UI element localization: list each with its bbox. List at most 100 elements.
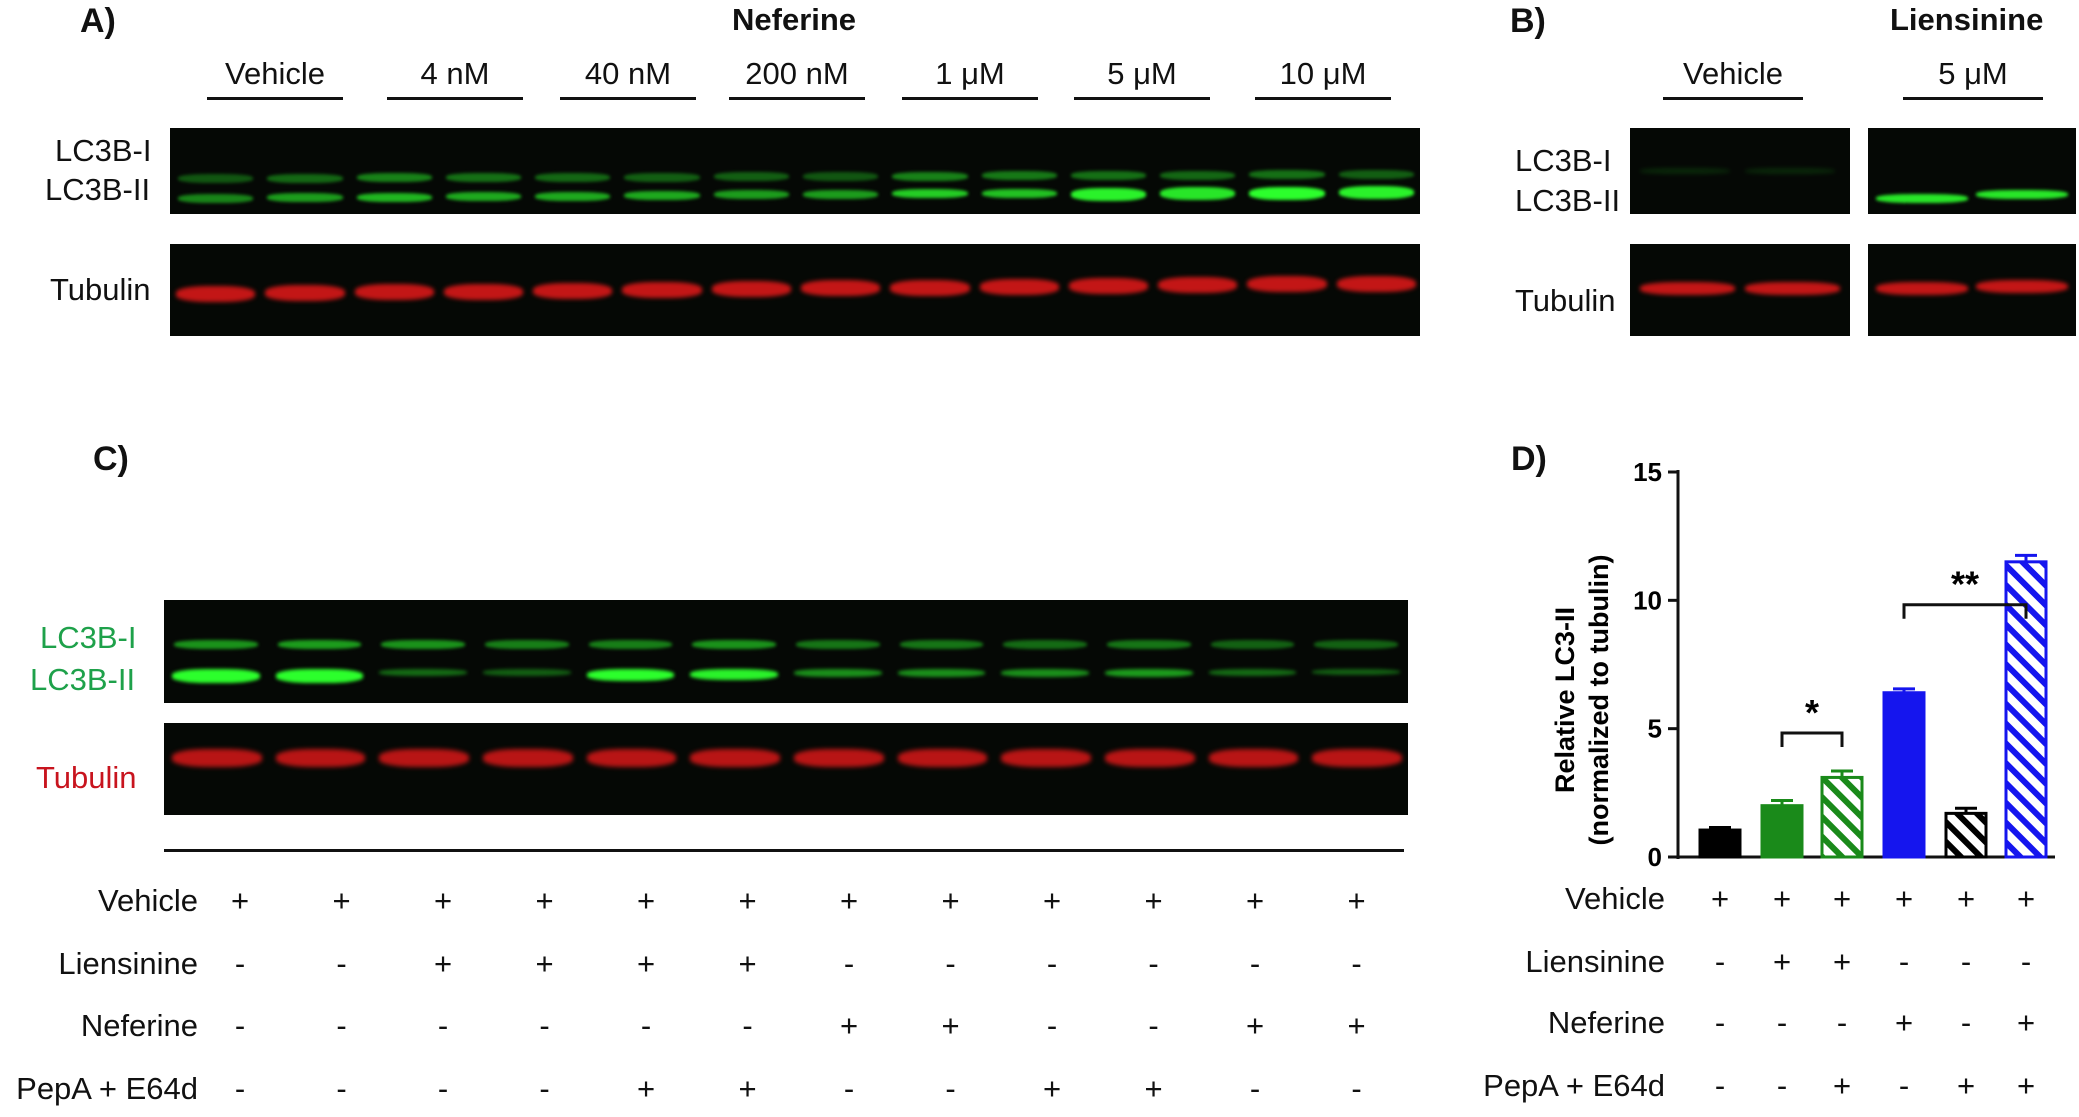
blot-band [794, 749, 884, 767]
significance-label: ** [1951, 564, 1979, 605]
blot-band [713, 190, 789, 200]
minus-sign: - [336, 1008, 347, 1043]
condition-label: 1 μM [935, 56, 1005, 91]
blot-band [535, 172, 611, 182]
panel-d-bar-chart: Relative LC3-II (normalized to tubulin) … [1550, 457, 2055, 870]
blot-band [1160, 170, 1236, 180]
minus-sign: - [539, 1071, 550, 1106]
blot-band [981, 188, 1057, 198]
minus-sign: - [1046, 1008, 1058, 1043]
chart-bar [1820, 775, 1864, 859]
chart-bar [1944, 811, 1988, 859]
blot-band [1105, 669, 1193, 677]
chart-bar [1882, 691, 1926, 859]
blot-band [1640, 282, 1735, 295]
minus-sign: - [843, 946, 855, 981]
blot-band [1876, 282, 1968, 295]
condition-underline [387, 97, 523, 100]
blot-band [354, 284, 434, 301]
condition-label: Vehicle [225, 56, 325, 91]
blot-band [1312, 669, 1400, 675]
plus-sign: + [1144, 1071, 1163, 1106]
blot-band [381, 640, 465, 649]
blot-band [483, 669, 571, 676]
y-tick-label: 0 [1648, 842, 1662, 870]
blot-band [1249, 170, 1325, 180]
blot-band [899, 640, 984, 649]
minus-sign: - [1249, 946, 1261, 981]
minus-sign: - [1776, 1068, 1788, 1103]
blot-band [1160, 187, 1236, 201]
condition-underline [1663, 97, 1803, 100]
treatment-row-label: Neferine [1547, 1005, 1665, 1040]
condition-label: 4 nM [420, 56, 490, 91]
blot-band [172, 749, 262, 767]
condition-label: 5 μM [1107, 56, 1177, 91]
blot-band [1105, 749, 1195, 767]
blot-band [796, 640, 880, 649]
plus-sign: + [1772, 881, 1792, 916]
blot-band [981, 171, 1057, 181]
plus-sign: + [332, 883, 351, 918]
y-tick-label: 15 [1633, 457, 1662, 487]
minus-sign: - [1714, 944, 1726, 979]
panel-c-lc3b1-label: LC3B-I [40, 620, 137, 655]
condition-label: 5 μM [1938, 56, 2008, 91]
blot-band [533, 282, 613, 299]
plus-sign: + [636, 1071, 656, 1106]
minus-sign: - [1960, 944, 1972, 979]
minus-sign: - [1148, 1008, 1159, 1043]
condition-underline [729, 97, 865, 100]
blot-band [1976, 190, 2068, 199]
panel-b-lc3b1-label: LC3B-I [1515, 143, 1612, 178]
minus-sign: - [1776, 1005, 1788, 1040]
panel-a-lc3b-blot [170, 128, 1420, 214]
minus-sign: - [843, 1071, 855, 1106]
plus-sign: + [636, 883, 656, 918]
blot-band [1338, 170, 1414, 180]
plus-sign: + [1245, 1008, 1265, 1043]
plus-sign: + [1710, 881, 1730, 916]
blot-band [267, 173, 343, 183]
plus-sign: + [1042, 1071, 1062, 1106]
blot-band [356, 173, 432, 183]
blot-band [277, 640, 362, 649]
blot-band [713, 172, 789, 182]
minus-sign: - [1249, 1071, 1261, 1106]
blot-band [794, 669, 882, 677]
blot-band [483, 749, 573, 767]
minus-sign: - [1351, 1071, 1362, 1106]
blot-band [1247, 276, 1327, 293]
panel-b-liensinine-lc3b-blot [1868, 128, 2076, 214]
blot-band [622, 282, 702, 298]
plus-sign: + [839, 883, 859, 918]
panel-b-tubulin-label: Tubulin [1515, 283, 1616, 318]
blot-band [586, 749, 677, 767]
blot-band [1336, 275, 1416, 292]
blot-band [1745, 168, 1835, 174]
y-tick-label: 5 [1648, 714, 1662, 744]
panel-a-label: A) [80, 2, 116, 40]
minus-sign: - [539, 1008, 550, 1043]
blot-band [1107, 640, 1191, 649]
condition-underline [1074, 97, 1210, 100]
blot-band [1208, 669, 1297, 676]
panel-b-liensinine-tubulin-blot [1868, 244, 2076, 336]
plus-sign: + [941, 1008, 960, 1043]
condition-underline [1903, 97, 2043, 100]
blot-band [892, 189, 968, 199]
condition-label: 200 nM [745, 56, 849, 91]
panel-a-tubulin-label: Tubulin [50, 272, 151, 307]
panel-a-lc3b1-label: LC3B-I [55, 133, 152, 168]
plus-sign: + [1956, 881, 1976, 916]
treatment-row-label: Liensinine [1525, 944, 1665, 979]
minus-sign: - [1148, 946, 1159, 981]
minus-sign: - [437, 1071, 449, 1106]
significance-bracket [1902, 603, 2028, 619]
blot-band [443, 283, 524, 300]
blot-band [1001, 749, 1091, 767]
blot-band [897, 749, 988, 767]
blot-band [172, 669, 260, 683]
blot-band [892, 171, 968, 181]
blot-band [485, 640, 569, 649]
